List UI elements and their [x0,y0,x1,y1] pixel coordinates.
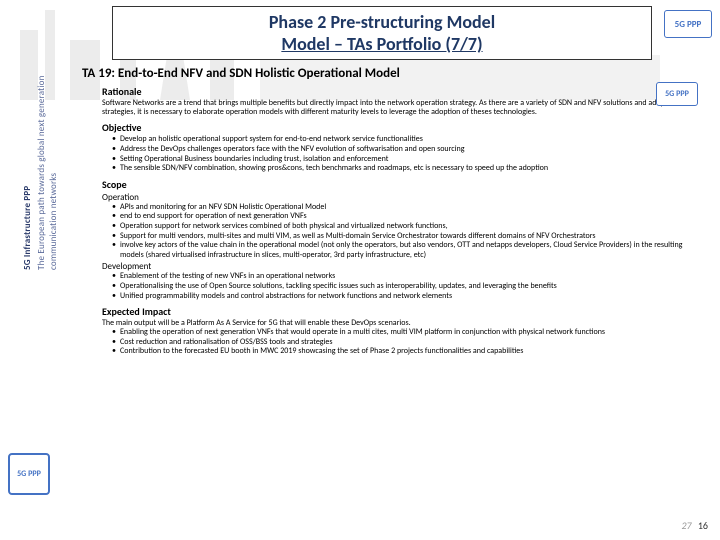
corner-logo-label: 5G PPP [675,19,702,30]
sidebar: 5G Infrastructure PPP The European path … [0,0,62,540]
ta-heading: TA 19: End-to-End NFV and SDN Holistic O… [82,66,712,81]
list-item: Contribution to the forecasted EU booth … [112,347,704,357]
sidebar-tagline-2: The European path towards global next ge… [36,76,47,271]
objective-list: Develop an holistic operational support … [102,135,704,173]
corner-logo-5gppp: 5G PPP [664,10,712,38]
impact-list: Enabling the operation of next generatio… [102,328,704,357]
list-item: involve key actors of the value chain in… [112,241,704,260]
operation-list: APIs and monitoring for an NFV SDN Holis… [102,203,704,261]
sidebar-tag1: The European path towards global next ge… [36,76,47,271]
objective-section: Objective Develop an holistic operationa… [102,121,704,173]
sidebar-tagline-3: communication networks [48,173,59,270]
rationale-section: Rationale Software Networks are a trend … [102,85,704,117]
sidebar-brand: 5G Infrastructure PPP [22,186,33,270]
scope-head: Scope [102,178,704,191]
section-logo-label: 5G PPP [665,89,689,99]
sidebar-logo-label: 5G PPP [17,469,41,479]
objective-head: Objective [102,121,704,134]
impact-head: Expected Impact [102,305,704,318]
title-line-2: Model – TAs Portfolio (7/7) [123,33,641,55]
section-logo-5gppp: 5G PPP [656,82,698,106]
list-item: Unified programmability models and contr… [112,292,704,302]
rationale-head: Rationale [102,85,704,98]
title-line-1: Phase 2 Pre-structuring Model [123,11,641,33]
development-list: Enablement of the testing of new VNFs in… [102,272,704,301]
sidebar-tag2: communication networks [48,173,59,270]
list-item: The sensible SDN/NFV combination, showin… [112,164,704,174]
impact-section: Expected Impact The main output will be … [102,305,704,357]
main-content: Phase 2 Pre-structuring Model Model – TA… [72,0,712,540]
sidebar-logo-5gppp: 5G PPP [8,453,50,495]
sidebar-tagline: 5G Infrastructure PPP [22,186,33,270]
rationale-text: Software Networks are a trend that bring… [102,99,704,117]
scope-section: Scope Operation APIs and monitoring for … [102,178,704,301]
slide-title-box: Phase 2 Pre-structuring Model Model – TA… [112,6,652,60]
